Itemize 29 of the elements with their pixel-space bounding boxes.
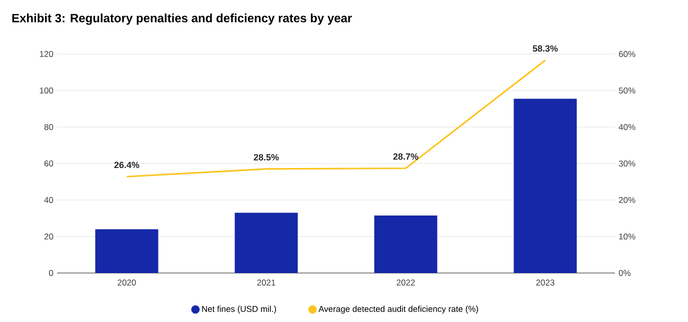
x-tick-label: 2022	[396, 280, 415, 286]
x-tick-label: 2023	[536, 280, 554, 286]
chart-title: Exhibit 3: Regulatory penalties and deficiency rates by year	[12, 14, 352, 25]
bar	[374, 216, 438, 273]
y-tick-label: 60	[44, 160, 54, 167]
data-label: 26.4%	[114, 162, 140, 168]
data-label: 58.3%	[532, 45, 558, 52]
y2-tick-label: 20%	[618, 197, 636, 204]
y-tick-label: 40	[44, 196, 54, 204]
data-label: 28.7%	[393, 153, 418, 160]
bar	[514, 98, 577, 273]
y-tick-label: 100	[40, 87, 54, 94]
y-tick-label: 120	[40, 50, 54, 58]
bar	[234, 212, 298, 273]
x-tick-label: 2020	[118, 280, 136, 286]
y-tick-label: 0	[49, 270, 54, 276]
y-tick-label: 20	[44, 233, 54, 240]
bar	[95, 229, 158, 273]
x-tick-label: 2021	[257, 280, 276, 286]
data-label: 28.5%	[254, 154, 279, 160]
legend-label: Net fines (USD mil.)	[202, 306, 276, 314]
y2-tick-label: 30%	[618, 160, 636, 167]
y2-tick-label: 50%	[618, 88, 636, 94]
legend-label: Average detected audit deficiency rate (%)	[318, 306, 478, 314]
y2-tick-label: 0%	[618, 270, 631, 276]
y-tick-label: 80	[44, 124, 54, 130]
y2-tick-label: 10%	[619, 234, 636, 240]
y2-tick-label: 60%	[618, 51, 636, 58]
y2-tick-label: 40%	[618, 124, 636, 130]
